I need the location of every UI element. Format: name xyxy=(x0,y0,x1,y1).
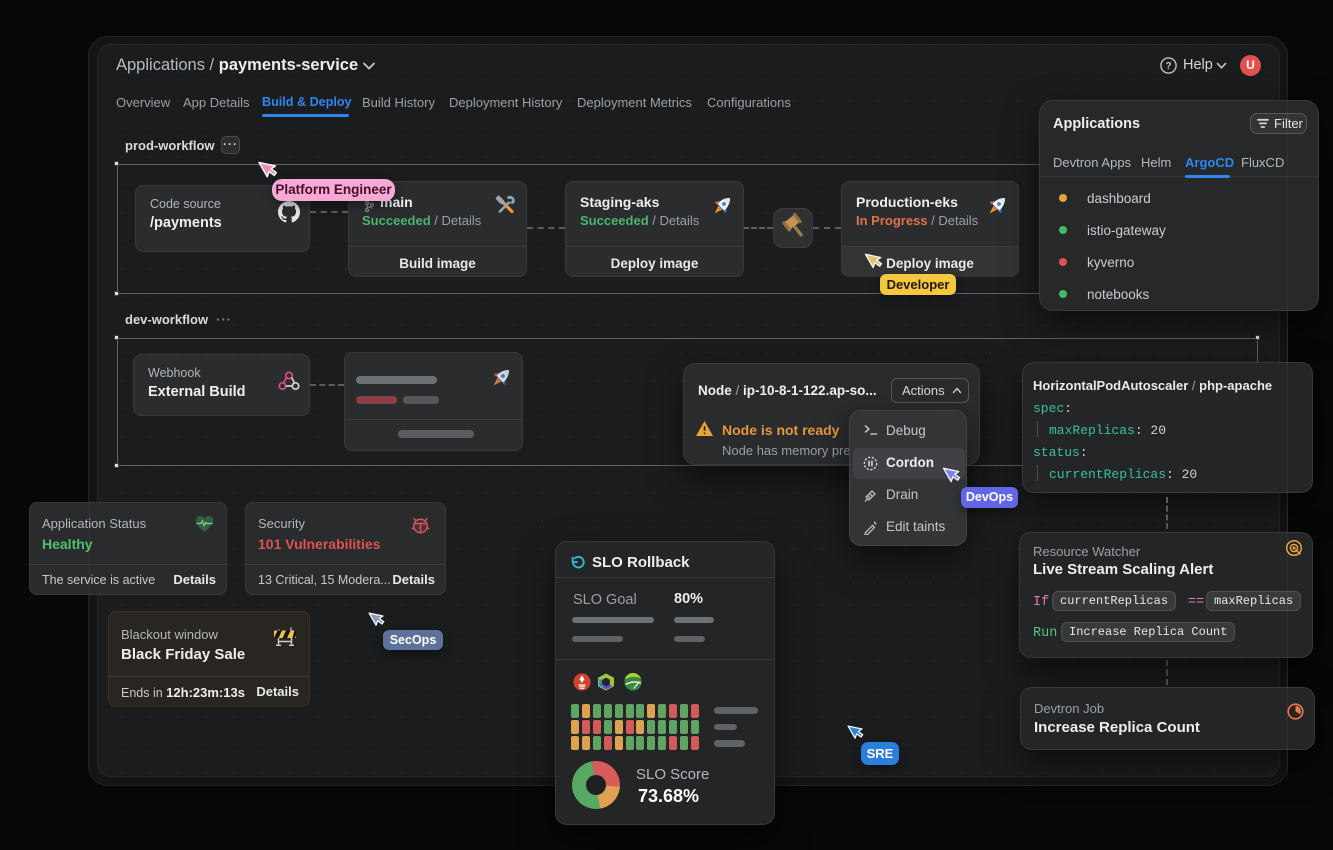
svg-text:?: ? xyxy=(1165,61,1171,72)
